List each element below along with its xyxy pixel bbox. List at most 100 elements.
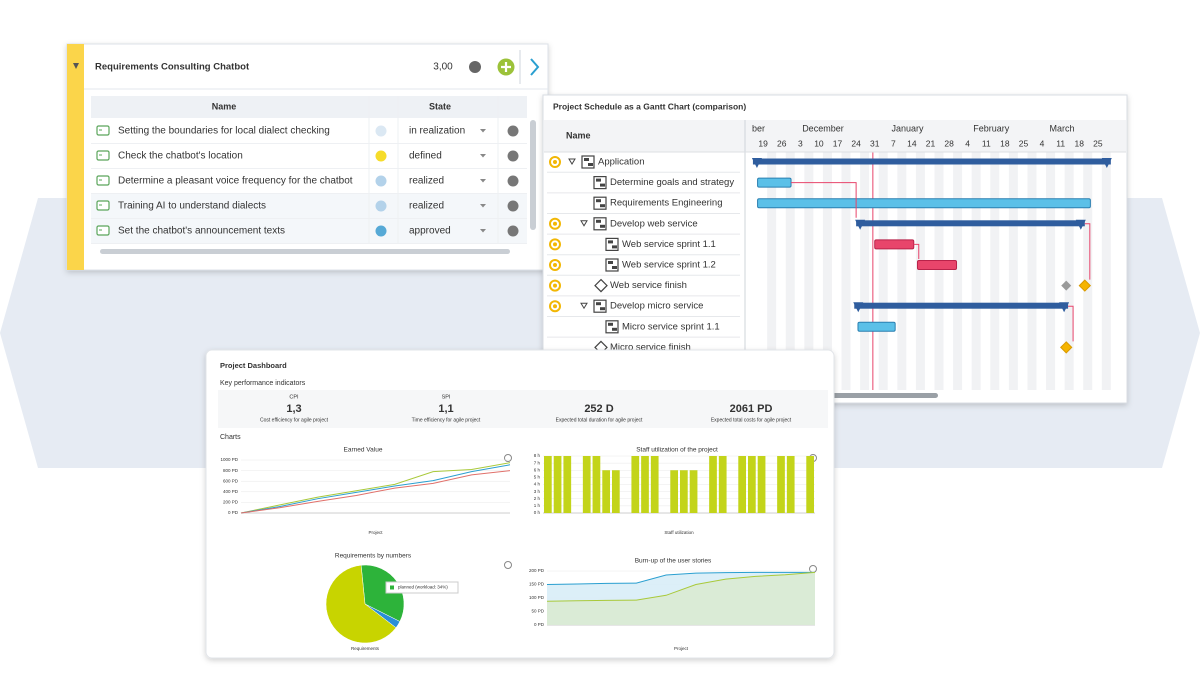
task-name: Requirements Engineering bbox=[610, 198, 722, 209]
kpi-description: Expected total costs for agile project bbox=[711, 417, 792, 423]
task-bar bbox=[757, 177, 792, 188]
task-icon bbox=[596, 178, 601, 182]
day-label: 11 bbox=[982, 138, 991, 148]
kpi-name: CPI bbox=[289, 394, 299, 400]
tooltip bbox=[385, 581, 459, 594]
bar bbox=[641, 456, 649, 513]
task-name: Web service sprint 1.1 bbox=[622, 239, 716, 250]
task-icon bbox=[594, 278, 608, 293]
chart-menu[interactable] bbox=[809, 565, 817, 573]
scrollbar[interactable] bbox=[530, 120, 536, 230]
y-tick-label: 800 PD bbox=[223, 468, 239, 473]
expand-button[interactable] bbox=[530, 58, 540, 76]
bar bbox=[757, 456, 766, 513]
state-dropdown[interactable] bbox=[480, 129, 486, 133]
day-label: 31 bbox=[870, 138, 880, 148]
info-button[interactable] bbox=[507, 175, 519, 187]
day-label: 3 bbox=[798, 138, 803, 148]
panel-title: Project Schedule as a Gantt Chart (compa… bbox=[553, 101, 746, 111]
y-tick-label: 100 PD bbox=[529, 595, 545, 600]
task-icon bbox=[608, 240, 613, 244]
table-header bbox=[91, 96, 527, 118]
requirement-name: Setting the boundaries for local dialect… bbox=[118, 126, 330, 137]
chart-menu[interactable] bbox=[504, 454, 512, 462]
expand-toggle[interactable] bbox=[580, 220, 588, 227]
item-icon bbox=[96, 200, 110, 211]
panel-title: Project Dashboard bbox=[220, 361, 287, 370]
state-dropdown[interactable] bbox=[480, 229, 486, 233]
task-icon bbox=[600, 183, 605, 187]
task-icon bbox=[596, 219, 601, 223]
week-stripe bbox=[1064, 152, 1074, 390]
task-icon bbox=[612, 327, 617, 331]
item-icon bbox=[96, 225, 110, 236]
line bbox=[240, 470, 511, 514]
week-stripe bbox=[841, 152, 851, 390]
task-name: Web service finish bbox=[610, 280, 687, 291]
status-flag bbox=[553, 283, 557, 288]
y-tick-label: 4 h bbox=[534, 482, 541, 487]
item-icon bbox=[96, 150, 110, 161]
kpi-value: 252 D bbox=[584, 403, 613, 415]
info-button[interactable] bbox=[507, 150, 519, 162]
bar bbox=[670, 470, 678, 513]
info-button[interactable] bbox=[469, 61, 481, 73]
week-stripe bbox=[1101, 152, 1111, 390]
info-button[interactable] bbox=[507, 200, 519, 212]
chart-title: Staff utilization of the project bbox=[636, 447, 718, 454]
baseline-milestone bbox=[1061, 280, 1072, 291]
y-tick-label: 2 h bbox=[534, 496, 541, 501]
task-icon bbox=[581, 155, 595, 169]
week-stripe bbox=[785, 152, 795, 390]
state-dropdown[interactable] bbox=[480, 204, 486, 208]
week-stripe bbox=[860, 152, 870, 390]
chart-menu[interactable] bbox=[504, 561, 512, 569]
bar bbox=[786, 456, 795, 513]
week-stripe bbox=[804, 152, 814, 390]
task-icon bbox=[593, 176, 607, 190]
dashboard-panel: Project Dashboard Key performance indica… bbox=[205, 349, 835, 659]
bar bbox=[748, 456, 756, 513]
dependency bbox=[1068, 305, 1074, 342]
panel-title: Requirements Consulting Chatbot bbox=[95, 62, 250, 73]
item-icon bbox=[96, 175, 110, 186]
expand-toggle[interactable] bbox=[568, 158, 576, 165]
y-tick-label: 3 h bbox=[534, 489, 541, 494]
y-tick-label: 0 PD bbox=[228, 510, 239, 515]
expand-toggle[interactable] bbox=[580, 302, 588, 310]
collapse-toggle[interactable] bbox=[73, 63, 79, 69]
month-label: January bbox=[891, 123, 924, 133]
chart-title: Burn-up of the user stories bbox=[635, 558, 712, 565]
day-label: 18 bbox=[1075, 138, 1085, 148]
section-title: Key performance indicators bbox=[220, 380, 306, 387]
y-tick-label: 5 h bbox=[534, 475, 541, 480]
info-button[interactable] bbox=[507, 225, 519, 237]
info-button[interactable] bbox=[507, 125, 519, 137]
state-dot bbox=[375, 200, 387, 212]
scrollbar[interactable] bbox=[100, 249, 510, 254]
bar bbox=[544, 456, 552, 513]
timeline: 19 26 3 10 17 24 31 7 14 21 28 4 11 18 25 4 11 18 25 ber Dec… bbox=[752, 123, 1112, 390]
state-dot bbox=[375, 175, 387, 187]
task-bar bbox=[757, 198, 1091, 209]
task-bar bbox=[916, 260, 958, 270]
state-dropdown[interactable] bbox=[480, 179, 486, 183]
column-header: State bbox=[429, 101, 451, 111]
week-stripe bbox=[1027, 152, 1037, 390]
week-stripe bbox=[953, 152, 963, 390]
dependency bbox=[791, 182, 857, 218]
state-label: defined bbox=[409, 151, 442, 162]
task-icon bbox=[612, 245, 617, 249]
area bbox=[547, 572, 815, 625]
day-label: 19 bbox=[758, 138, 768, 148]
bar bbox=[582, 456, 591, 513]
row-highlight bbox=[91, 219, 527, 243]
bar bbox=[689, 470, 698, 513]
task-name: Determine goals and strategy bbox=[610, 177, 734, 188]
summary-end bbox=[855, 219, 866, 230]
state-dropdown[interactable] bbox=[480, 154, 486, 158]
y-tick-label: 150 PD bbox=[529, 582, 545, 587]
task-icon bbox=[608, 261, 613, 264]
task-icon bbox=[600, 224, 605, 228]
summary-bar bbox=[856, 220, 1085, 227]
